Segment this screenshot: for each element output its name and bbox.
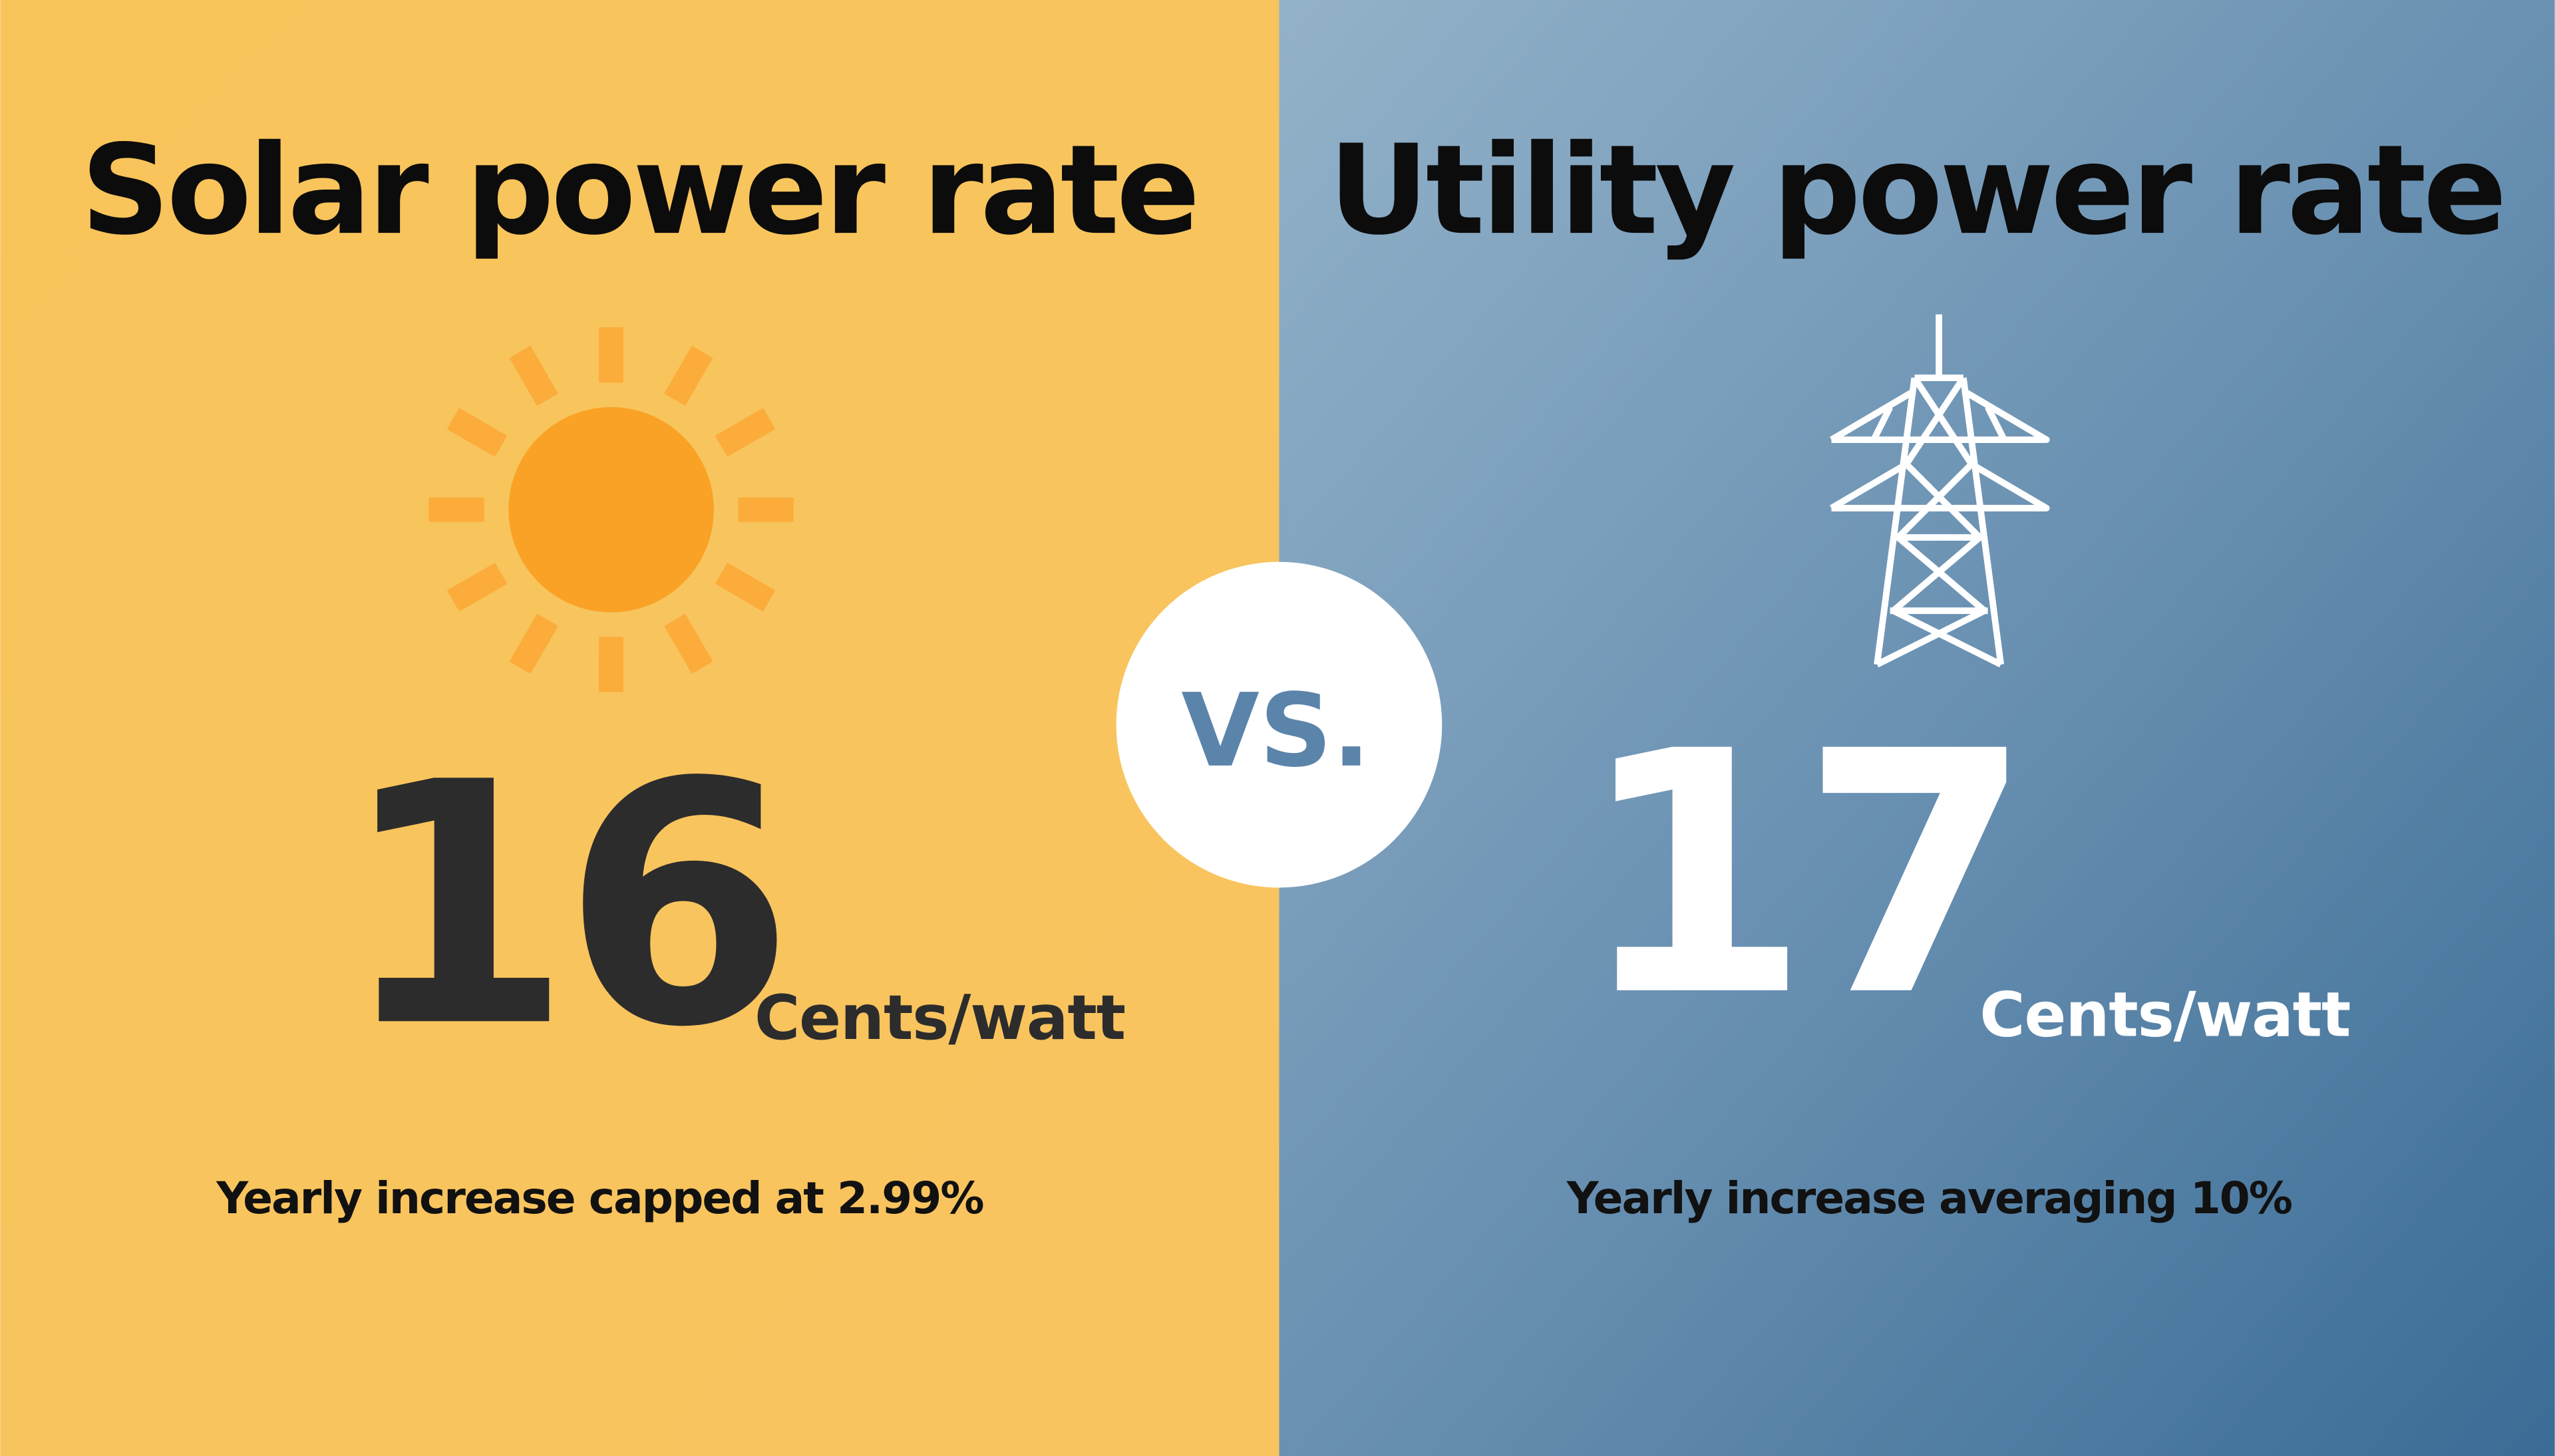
utility-title: Utility power rate <box>1329 118 2504 262</box>
sun-ray <box>664 345 713 406</box>
solar-title: Solar power rate <box>81 118 1197 262</box>
utility-value: 17 <box>1578 681 2023 1070</box>
pylon-icon <box>1830 314 2050 668</box>
sun-ray <box>664 613 713 674</box>
vs-label: VS. <box>1181 672 1370 790</box>
solar-value: 16 <box>340 712 785 1100</box>
utility-note: Yearly increase averaging 10% <box>1566 1173 2292 1224</box>
sun-ray <box>446 408 508 457</box>
sun-disc <box>508 407 714 613</box>
sun-ray <box>715 408 776 457</box>
solar-panel <box>0 0 1279 1456</box>
sun-ray <box>509 345 558 406</box>
utility-unit: Cents/watt <box>1979 978 2350 1050</box>
vs-badge <box>1116 561 1443 888</box>
pylon-lines <box>1830 314 2050 668</box>
solar-unit: Cents/watt <box>755 982 1125 1054</box>
sun-icon <box>428 327 794 692</box>
sun-ray <box>509 613 558 674</box>
sun-ray <box>715 562 776 612</box>
solar-note: Yearly increase capped at 2.99% <box>216 1173 983 1224</box>
utility-panel <box>1279 0 2555 1456</box>
sun-ray <box>446 562 508 612</box>
